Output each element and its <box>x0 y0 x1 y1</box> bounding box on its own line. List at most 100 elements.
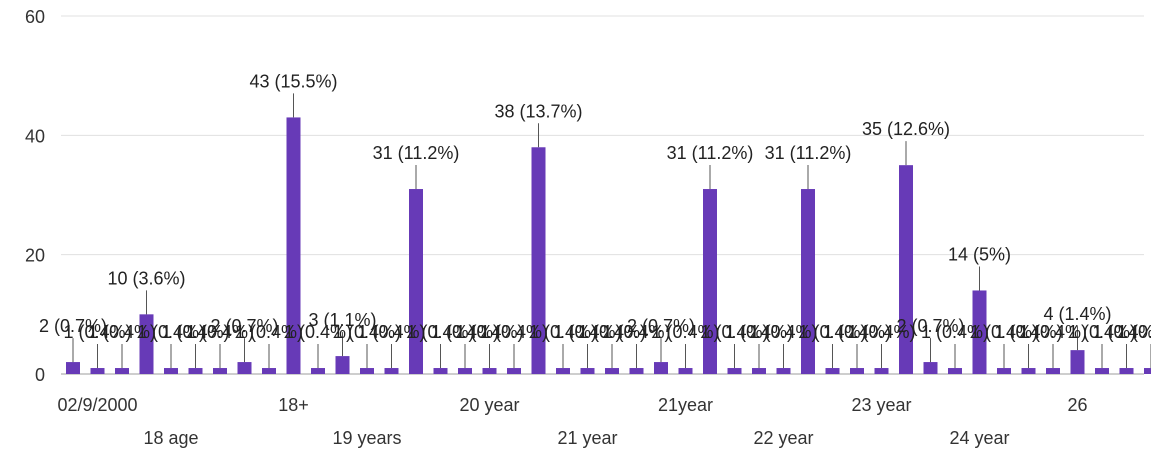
x-tick-label: 21 year <box>557 428 617 448</box>
bar-value-label: 2 (0.7%) <box>896 316 964 336</box>
bar <box>654 362 668 374</box>
bar <box>286 117 301 374</box>
bar <box>90 368 105 374</box>
bar-value-label: 1 (0.4%) <box>137 322 205 342</box>
bar <box>556 368 570 374</box>
bar <box>923 362 938 374</box>
bar <box>605 368 619 374</box>
bar <box>899 165 913 374</box>
x-tick-label: 18+ <box>278 395 309 415</box>
bar-value-label: 1 (0.4%) <box>529 322 597 342</box>
bar-value-label: 1 (0.4%) <box>798 322 866 342</box>
bar <box>678 368 693 374</box>
bar-value-label: 1 (0.4%) <box>725 322 793 342</box>
grid-layer <box>61 15 1144 375</box>
bars <box>66 117 1151 374</box>
bar <box>825 368 840 374</box>
bar <box>997 368 1011 374</box>
label-leaders <box>72 93 1151 369</box>
bar-value-label: 1 (0.4%) <box>333 322 401 342</box>
bar <box>629 368 644 374</box>
bar-value-label: 1 (0.4%) <box>651 322 719 342</box>
bar-value-label: 31 (11.2%) <box>373 143 460 163</box>
bar-value-label: 1 (0.4%) <box>161 322 229 342</box>
bar <box>531 147 546 374</box>
bar-value-label: 1 (0.4%) <box>994 322 1062 342</box>
x-tick-label: 23 year <box>851 395 911 415</box>
bar <box>1095 368 1109 374</box>
bar <box>433 368 448 374</box>
bar-labels: 2 (0.7%)1 (0.4%)1 (0.4%)10 (3.6%)1 (0.4%… <box>39 71 1151 342</box>
x-tick-label: 19 years <box>332 428 401 448</box>
x-tick-label: 21year <box>658 395 713 415</box>
bar-value-label: 43 (15.5%) <box>249 71 337 91</box>
bar <box>311 368 325 374</box>
bar <box>237 362 252 374</box>
y-tick-label: 40 <box>25 126 45 146</box>
bar-value-label: 1 (0.4%) <box>480 322 548 342</box>
bar <box>213 368 227 374</box>
bar-value-label: 1 (0.4%) <box>431 322 499 342</box>
bar-value-label: 10 (3.6%) <box>107 268 185 288</box>
x-tick-label: 22 year <box>753 428 813 448</box>
bar <box>360 368 374 374</box>
bar-value-label: 1 (0.4%) <box>1019 322 1087 342</box>
x-tick-label: 20 year <box>459 395 519 415</box>
bar <box>507 368 521 374</box>
bar-value-label: 1 (0.4%) <box>1068 322 1136 342</box>
x-tick-label: 26 <box>1067 395 1087 415</box>
bar-value-label: 2 (0.7%) <box>627 316 695 336</box>
bar-value-label: 2 (0.7%) <box>210 316 278 336</box>
bar <box>482 368 497 374</box>
bar-value-label: 1 (0.4%) <box>823 322 891 342</box>
bar <box>115 368 129 374</box>
bar-value-label: 1 (0.4%) <box>749 322 817 342</box>
bar-value-label: 1 (0.4%) <box>455 322 523 342</box>
bar-value-label: 1 (0.4%) <box>847 322 915 342</box>
bar-value-label: 1 (0.4%) <box>1117 322 1151 342</box>
bar-value-label: 1 (0.4%) <box>284 322 352 342</box>
bar <box>188 368 203 374</box>
bar-value-label: 14 (5%) <box>948 244 1011 264</box>
bar <box>580 368 595 374</box>
bar-value-label: 1 (0.4%) <box>700 322 768 342</box>
bar-value-label: 1 (0.4%) <box>921 322 989 342</box>
bar <box>409 189 423 374</box>
x-tick-label: 18 age <box>143 428 198 448</box>
y-tick-label: 0 <box>35 365 45 385</box>
bar <box>1144 368 1151 374</box>
bar-value-label: 1 (0.4%) <box>578 322 646 342</box>
bar <box>752 368 766 374</box>
x-tick-label: 02/9/2000 <box>57 395 137 415</box>
bar <box>384 368 399 374</box>
bar <box>727 368 742 374</box>
bar <box>801 189 815 374</box>
bar <box>458 368 472 374</box>
bar <box>1070 350 1085 374</box>
y-axis-ticks: 0 20 40 60 <box>25 7 45 385</box>
bar <box>703 189 717 374</box>
bar <box>66 362 80 374</box>
bar <box>972 290 987 374</box>
bar <box>262 368 276 374</box>
bar-value-label: 1 (0.4%) <box>235 322 303 342</box>
bar-value-label: 1 (0.4%) <box>63 322 131 342</box>
bar-value-label: 1 (0.4%) <box>357 322 425 342</box>
bar-value-label: 1 (0.4%) <box>553 322 621 342</box>
bar-value-label: 1 (0.4%) <box>186 322 254 342</box>
bar-value-label: 31 (11.2%) <box>765 143 852 163</box>
bar-value-label: 35 (12.6%) <box>862 119 950 139</box>
bar <box>850 368 864 374</box>
bar-value-label: 31 (11.2%) <box>667 143 754 163</box>
bar-value-label: 4 (1.4%) <box>1043 304 1111 324</box>
bar <box>139 314 154 374</box>
bar <box>948 368 962 374</box>
bar-value-label: 2 (0.7%) <box>39 316 107 336</box>
bar-value-label: 1 (0.4%) <box>970 322 1038 342</box>
x-axis-ticks: 02/9/2000 18 age 18+ 19 years 20 year 21 year… <box>57 395 1087 448</box>
bar-value-label: 1 (0.4%) <box>1092 322 1151 342</box>
bar-value-label: 1 (0.4%) <box>88 322 156 342</box>
bar <box>1046 368 1060 374</box>
bar-value-label: 3 (1.1%) <box>308 310 376 330</box>
